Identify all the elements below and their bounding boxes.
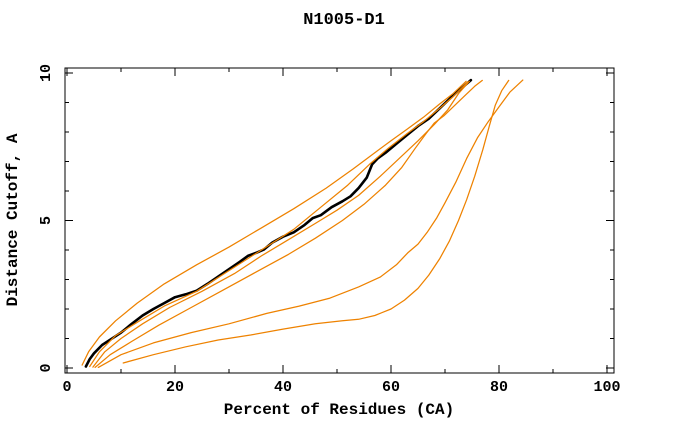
x-tick-label: 60 <box>382 379 400 396</box>
y-tick-label: 5 <box>38 216 55 225</box>
y-tick-label: 0 <box>38 363 55 372</box>
x-tick-label: 0 <box>62 379 71 396</box>
series-orange-curve-4 <box>94 79 483 369</box>
series-orange-curve-5 <box>97 79 524 369</box>
x-tick-label: 40 <box>274 379 292 396</box>
series-orange-curve-3 <box>92 80 470 368</box>
y-axis-label: Distance Cutoff, A <box>4 133 22 306</box>
x-tick-label: 20 <box>166 379 184 396</box>
chart-title: N1005-D1 <box>303 11 385 30</box>
x-tick-label: 80 <box>490 379 508 396</box>
series-orange-curve-1 <box>81 80 467 366</box>
x-axis-label: Percent of Residues (CA) <box>224 401 454 419</box>
series-orange-curve-6 <box>122 79 510 364</box>
y-tick-label: 10 <box>38 64 55 82</box>
plot-area: 0 20 40 60 80 100 0 5 10 <box>38 64 621 396</box>
series-orange-curve-2 <box>89 81 469 368</box>
axis-frame <box>64 67 615 374</box>
x-tick-label: 100 <box>593 379 620 396</box>
